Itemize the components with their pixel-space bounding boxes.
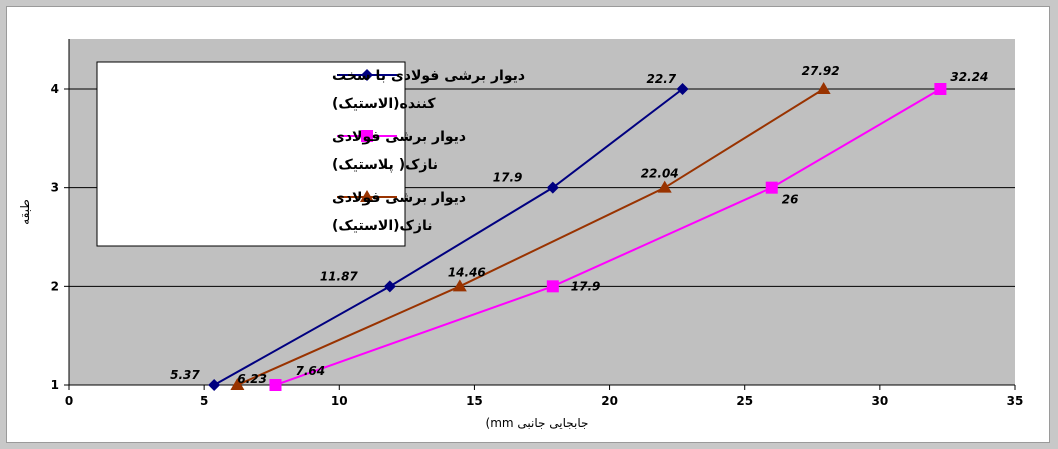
x-tick-label: 30 — [872, 394, 889, 408]
series-line — [275, 88, 941, 386]
marker-square — [765, 181, 778, 194]
marker-square — [546, 280, 559, 293]
y-axis-title: طبقه — [18, 199, 32, 225]
marker-triangle — [816, 82, 831, 94]
data-labels: 5.37 11.87 17.9 22.7 7.64 17.9 26 32.24 6.23 14.4… — [170, 64, 988, 386]
legend-label: کننده(الاستیک) — [332, 96, 436, 112]
x-tick-label: 15 — [466, 394, 483, 408]
legend-label: نازک( پلاستیک) — [332, 157, 438, 173]
data-label: 11.87 — [320, 269, 359, 283]
series-line — [236, 88, 825, 386]
marker-triangle — [452, 279, 467, 292]
marker-diamond — [676, 83, 689, 95]
axes — [64, 39, 1016, 390]
series-line — [213, 88, 684, 386]
legend-box — [96, 61, 406, 247]
y-tick-label: 1 — [51, 378, 59, 392]
legend-label: دیوار برشی فولادی با سخت — [332, 68, 525, 84]
data-label: 22.7 — [647, 72, 677, 86]
data-label: 32.24 — [950, 70, 988, 84]
line-chart: 5.37 11.87 17.9 22.7 7.64 17.9 26 32.24 6.23 14.4… — [18, 39, 1024, 430]
series-markers — [208, 82, 947, 391]
x-tick-label: 0 — [65, 394, 73, 408]
x-tick-label: 10 — [331, 394, 348, 408]
x-tick-label: 20 — [601, 394, 618, 408]
marker-triangle — [360, 190, 374, 202]
series-lines — [213, 88, 941, 386]
tick-labels: 0 5 10 15 20 25 30 35 1 2 3 4 — [51, 82, 1024, 408]
x-tick-label: 25 — [736, 394, 753, 408]
marker-diamond — [546, 181, 559, 194]
x-tick-label: 35 — [1007, 394, 1024, 408]
marker-square — [361, 130, 373, 142]
marker-diamond — [208, 379, 221, 391]
marker-triangle — [230, 378, 245, 390]
legend-label: دیوار برشی فولادی — [332, 129, 466, 145]
marker-diamond — [361, 69, 373, 81]
legend-label: نازک(الاستیک) — [332, 218, 432, 234]
y-tick-label: 4 — [51, 82, 59, 96]
data-label: 27.92 — [802, 64, 840, 78]
marker-diamond — [383, 280, 396, 293]
y-tick-label: 3 — [51, 181, 59, 195]
marker-square — [269, 379, 282, 391]
data-label: 5.37 — [170, 368, 200, 382]
marker-square — [934, 83, 947, 95]
x-tick-label: 5 — [200, 394, 208, 408]
data-label: 17.9 — [493, 171, 523, 185]
data-label: 14.46 — [448, 265, 486, 279]
data-label: 7.64 — [295, 364, 325, 378]
marker-triangle — [657, 180, 672, 193]
data-label: 22.04 — [641, 167, 679, 181]
x-axis-title: (mm جابجایی جانبی — [486, 416, 589, 430]
y-tick-label: 2 — [51, 279, 59, 293]
data-label: 6.23 — [237, 372, 267, 386]
chart-frame: 5.37 11.87 17.9 22.7 7.64 17.9 26 32.24 6.23 14.4… — [6, 6, 1050, 443]
data-label: 17.9 — [571, 279, 601, 293]
legend-label: دیوار برشی فولادی — [332, 190, 466, 206]
data-label: 26 — [782, 193, 799, 207]
legend: دیوار برشی فولادی با سخت کننده(الاستیک) دی… — [96, 61, 525, 247]
